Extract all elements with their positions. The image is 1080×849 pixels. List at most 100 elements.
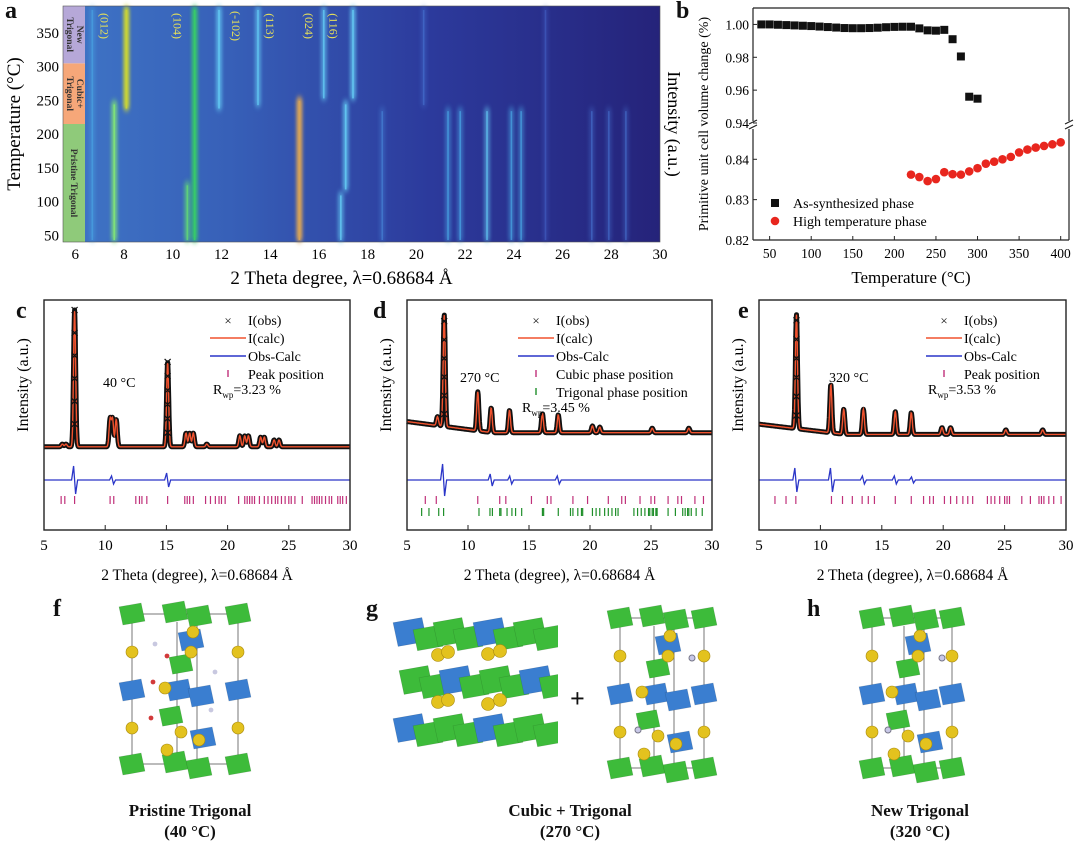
octahedron-blue-svg-h-4	[938, 682, 966, 706]
x-tick-label-b-2: 150	[843, 246, 864, 261]
cubic-atom-6	[481, 697, 495, 711]
plot-frame-e	[758, 299, 1067, 531]
x-tick-label-e-5: 30	[1059, 538, 1074, 554]
octahedron-green-mid-svg-f-0	[168, 653, 194, 675]
y-tick-label-a-2: 150	[37, 161, 60, 177]
cubic-octahedron-7	[532, 625, 558, 652]
legend-marker-b-0	[771, 199, 779, 207]
chart-c-refinement-40C: 5 10 15 20 25 30 2 Theta (degree), λ=0.68684 Å…	[15, 299, 358, 584]
atom-svg-h-4	[913, 629, 927, 643]
data-point-b-s0-13	[865, 24, 874, 33]
heatmap-peak-core-10	[344, 104, 347, 190]
y-tick-label-a-6: 350	[37, 26, 60, 42]
plus-sign: +	[570, 684, 585, 713]
caption-g: Cubic + Trigonal (270 °C)	[470, 800, 670, 842]
obs-marker-c-0-4	[71, 352, 79, 360]
octahedron-green-mid-svg-h-1	[885, 709, 911, 731]
y-tick-label-b-l-0: 0.84	[725, 152, 749, 167]
legend-label-c-3: Peak position	[248, 368, 324, 383]
octahedron-green-svg-g2-6	[662, 760, 690, 784]
data-point-b-s0-18	[907, 22, 915, 31]
obs-marker-e-0-6	[793, 316, 800, 324]
data-point-b-s0-2	[773, 20, 782, 29]
x-tick-label-a-10: 26	[555, 247, 571, 263]
panel-label-f: f	[53, 596, 61, 622]
heatmap-peak-core-15	[459, 111, 462, 241]
legend-label-e-3: Peak position	[964, 368, 1040, 383]
x-tick-label-a-11: 28	[604, 247, 619, 263]
atom-svg-g2-6	[635, 685, 649, 699]
phase-band-0	[63, 124, 85, 242]
heatmap-peak-core-6	[257, 10, 259, 106]
chart-d-refinement-270C: 5 10 15 20 25 30 2 Theta (degree), λ=0.68684 Å…	[378, 299, 720, 584]
legend-label-d-3: Cubic phase position	[556, 368, 673, 383]
x-tick-label-e-3: 20	[936, 538, 951, 554]
octahedron-blue-svg-f-1	[118, 678, 146, 702]
x-axis-label-b: Temperature (°C)	[851, 268, 970, 287]
octahedron-blue-svg-f-4	[224, 678, 252, 702]
structure-g-cubic	[392, 617, 558, 748]
x-tick-label-b-3: 200	[884, 246, 905, 261]
x-tick-label-c-1: 10	[98, 538, 113, 554]
data-point-b-s0-12	[857, 24, 866, 33]
x-tick-label-b-7: 400	[1051, 246, 1072, 261]
data-point-b-s0-24	[956, 52, 965, 61]
y-tick-label-b-u-3: 0.94	[725, 116, 749, 131]
heatmap-peak-core-2	[125, 10, 128, 109]
legend-label-d-0: I(obs)	[556, 314, 590, 329]
octahedron-green-mid-svg-g2-1	[635, 709, 661, 731]
atom-svg-f-0	[125, 645, 139, 659]
obs-marker-c-0-2	[71, 397, 79, 405]
data-point-b-s0-20	[923, 26, 932, 35]
data-point-b-s0-7	[815, 22, 824, 31]
x-tick-label-b-4: 250	[926, 246, 947, 261]
heatmap-peak-core-7	[298, 101, 301, 241]
calc-profile-d	[406, 315, 712, 434]
octahedron-green-svg-h-6	[912, 760, 940, 784]
octahedron-green-mid-svg-f-1	[158, 705, 184, 727]
structure-g-trigonal	[606, 604, 718, 784]
x-tick-label-d-2: 15	[522, 538, 537, 554]
cubic-atom-1	[441, 645, 455, 659]
x-tick-label-d-5: 30	[705, 538, 720, 554]
caption-h: New Trigonal (320 °C)	[845, 800, 995, 842]
calc-profile-c	[44, 309, 350, 448]
data-point-b-s1-14	[1023, 145, 1032, 154]
data-point-b-s0-19	[915, 24, 924, 33]
atom-svg-h-9	[919, 737, 933, 751]
octahedron-blue-svg-g2-4	[690, 682, 718, 706]
obs-marker-d-0-1	[440, 410, 448, 418]
octahedron-blue-svg-h-1	[858, 682, 886, 706]
obs-marker-e-0-3	[793, 373, 800, 381]
x-tick-label-d-0: 5	[403, 538, 411, 554]
obs-marker-e-0-1	[793, 411, 800, 419]
obs-marker-c-1-5	[164, 372, 172, 380]
heatmap-background	[85, 6, 660, 242]
atom-svg-f-3	[231, 721, 245, 735]
atom-svg-f-7	[174, 725, 188, 739]
obs-marker-d-0-6	[440, 317, 448, 325]
y-tick-label-a-5: 300	[37, 60, 60, 76]
y-tick-label-b-u-1: 0.98	[725, 50, 749, 65]
x-tick-label-c-3: 20	[220, 538, 235, 554]
x-tick-label-c-0: 5	[40, 538, 48, 554]
x-axis-label-a: 2 Theta degree, λ=0.68684 Å	[230, 268, 452, 289]
data-point-b-s0-22	[940, 25, 949, 34]
temperature-annotation-e: 320 °C	[829, 371, 868, 386]
obs-marker-d-0-4	[440, 354, 448, 362]
heatmap-peak-core-9	[340, 195, 342, 240]
plot-frame-d	[406, 299, 713, 531]
data-point-b-s0-26	[973, 94, 982, 103]
small-atom-svg-h-1	[884, 726, 892, 734]
octahedron-blue-svg-h-3	[914, 688, 942, 712]
heatmap-peak-19	[542, 6, 549, 242]
octahedron-green-svg-f-0	[118, 602, 146, 626]
small-atom-svg-g2-1	[634, 726, 642, 734]
octahedron-green-mid-svg-h-0	[895, 657, 921, 679]
panel-label-b: b	[676, 0, 690, 24]
heatmap-peak-core-0	[91, 10, 94, 240]
plot-frame-c	[43, 299, 351, 531]
chart-a-heatmap: Pristine Trigonal Cubic+Trigonal NewTrigon…	[4, 5, 680, 289]
y-tick-label-a-0: 50	[44, 228, 59, 244]
small-atom-svg-f-2	[212, 669, 218, 675]
